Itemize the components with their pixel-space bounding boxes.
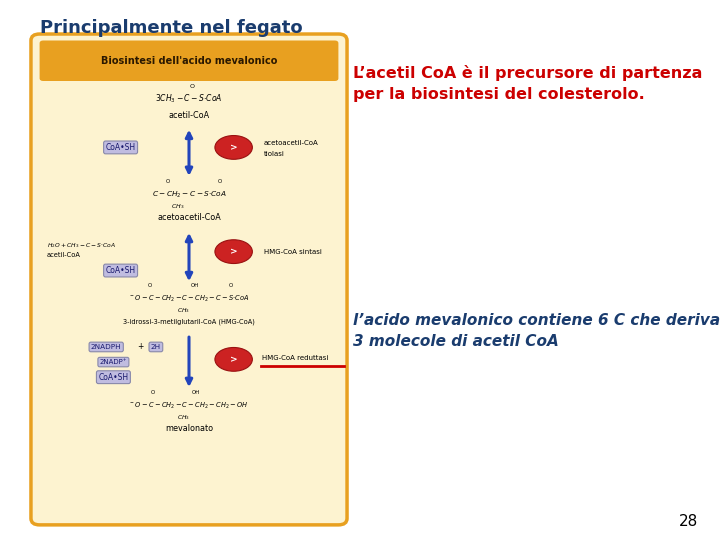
Text: $3CH_3 - C - S{\cdot}CoA$: $3CH_3 - C - S{\cdot}CoA$	[156, 92, 222, 105]
Text: L’acetil CoA è il precursore di partenza
per la biosintesi del colesterolo.: L’acetil CoA è il precursore di partenza…	[353, 65, 702, 102]
Text: +: +	[137, 342, 143, 352]
FancyBboxPatch shape	[31, 34, 347, 525]
Text: $CH_3$: $CH_3$	[171, 202, 185, 211]
Text: >: >	[230, 143, 238, 152]
Text: CoA•SH: CoA•SH	[106, 266, 135, 275]
Text: O: O	[166, 179, 169, 184]
Text: $CH_3$: $CH_3$	[177, 414, 189, 422]
Text: 2NADPH: 2NADPH	[91, 344, 122, 350]
Ellipse shape	[215, 348, 253, 372]
Ellipse shape	[215, 136, 253, 159]
Text: acetoacetil-CoA: acetoacetil-CoA	[264, 140, 319, 146]
Text: 2H: 2H	[150, 344, 161, 350]
Text: O: O	[151, 390, 155, 395]
Text: acetoacetil-CoA: acetoacetil-CoA	[157, 213, 221, 222]
Text: $H_2O + CH_3 - C - S{\cdot}CoA$: $H_2O + CH_3 - C - S{\cdot}CoA$	[47, 241, 116, 249]
Text: HMG-CoA sintasi: HMG-CoA sintasi	[264, 248, 322, 255]
Text: Biosintesi dell'acido mevalonico: Biosintesi dell'acido mevalonico	[101, 56, 277, 66]
Text: OH: OH	[192, 390, 200, 395]
Text: 2NADP⁺: 2NADP⁺	[99, 359, 127, 365]
Text: CoA•SH: CoA•SH	[99, 373, 128, 382]
Text: 3-idrossi-3-metilglutaril-CoA (HMG-CoA): 3-idrossi-3-metilglutaril-CoA (HMG-CoA)	[123, 319, 255, 325]
Text: acetil-CoA: acetil-CoA	[168, 111, 210, 119]
Text: $C - CH_2 - C - S{\cdot}CoA$: $C - CH_2 - C - S{\cdot}CoA$	[152, 190, 226, 200]
Text: O: O	[190, 84, 195, 90]
FancyBboxPatch shape	[40, 40, 338, 81]
Text: O: O	[148, 283, 151, 288]
Text: mevalonato: mevalonato	[165, 424, 213, 433]
Ellipse shape	[215, 240, 253, 264]
Text: >: >	[230, 247, 238, 256]
Text: >: >	[230, 355, 238, 364]
Text: tiolasi: tiolasi	[264, 151, 284, 157]
Text: OH: OH	[191, 283, 199, 288]
Text: $^-O - C - CH_2 - C - CH_2 - C - S{\cdot}CoA$: $^-O - C - CH_2 - C - CH_2 - C - S{\cdot…	[129, 294, 249, 304]
Text: 28: 28	[679, 514, 698, 529]
Text: $CH_3$: $CH_3$	[177, 307, 189, 315]
Text: l’acido mevalonico contiene 6 C che derivano da
3 molecole di acetil CoA: l’acido mevalonico contiene 6 C che deri…	[353, 313, 720, 349]
Text: acetil-CoA: acetil-CoA	[47, 252, 81, 259]
Text: CoA•SH: CoA•SH	[106, 143, 135, 152]
Text: Principalmente nel fegato: Principalmente nel fegato	[40, 19, 302, 37]
Text: O: O	[218, 179, 222, 184]
Text: HMG-CoA reduttasi: HMG-CoA reduttasi	[262, 355, 329, 361]
Text: O: O	[229, 283, 233, 288]
Text: $^-O - C - CH_2 - C - CH_2 - CH_2 - OH$: $^-O - C - CH_2 - C - CH_2 - CH_2 - OH$	[129, 401, 249, 411]
